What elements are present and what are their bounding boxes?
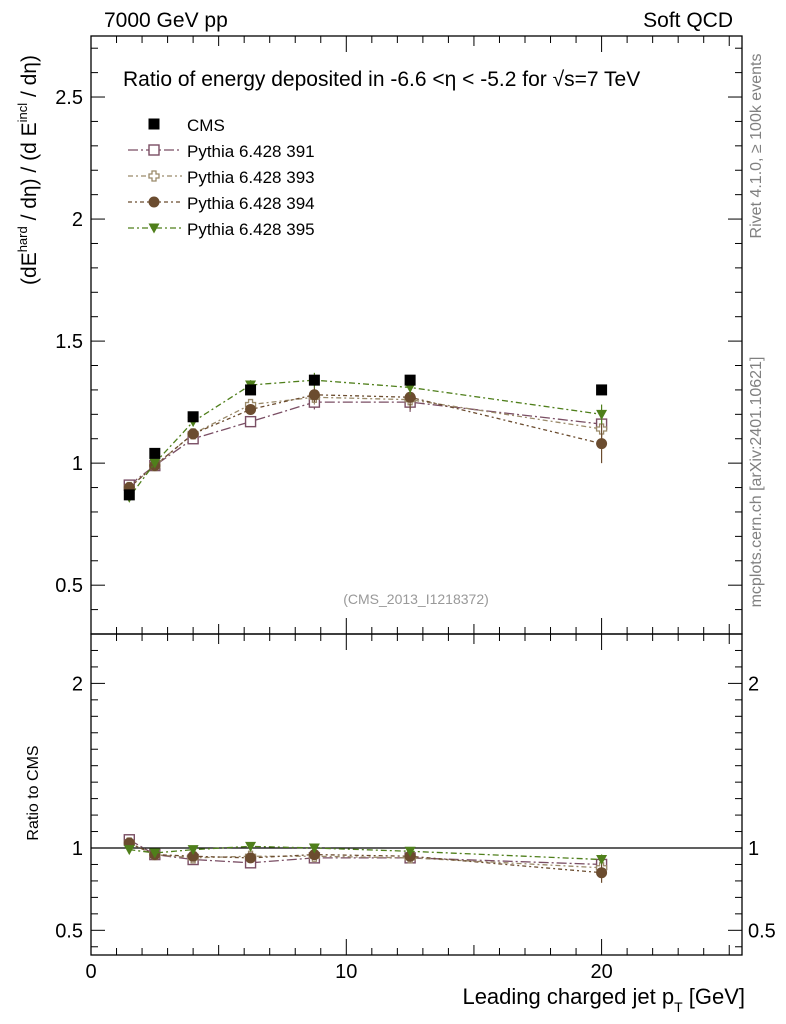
data-point	[244, 415, 257, 428]
series-line-3	[128, 379, 602, 498]
legend-label: Pythia 6.428 395	[187, 220, 315, 239]
data-point	[596, 409, 608, 420]
analysis-watermark: (CMS_2013_I1218372)	[343, 591, 489, 607]
ratio-line-1	[129, 842, 602, 869]
ratio-y-tick-label: 1	[72, 838, 83, 860]
data-point	[245, 403, 257, 415]
ratio-y-tick-label: 2	[72, 673, 83, 695]
legend-marker	[148, 196, 160, 208]
ratio-point	[149, 848, 161, 859]
data-point	[596, 438, 608, 450]
cms-data-point	[123, 489, 135, 501]
y-tick-label: 2.5	[55, 87, 83, 109]
cms-data-point	[596, 384, 608, 396]
legend-marker	[148, 170, 160, 182]
ratio-point	[308, 843, 320, 854]
cms-data-point	[404, 374, 416, 386]
data-point	[149, 458, 161, 469]
legend: CMS Pythia 6.428 391 Pythia 6.428 393 Pythi…	[128, 116, 315, 239]
ratio-line-0	[128, 839, 602, 866]
cms-data-point	[149, 447, 161, 459]
legend-label: Pythia 6.428 391	[187, 142, 315, 161]
ratio-y-tick-label-right: 0.5	[748, 920, 776, 942]
series-layer	[123, 372, 608, 883]
y-tick-label: 1.5	[55, 331, 83, 353]
legend-marker	[148, 223, 160, 234]
series-line-1	[128, 396, 602, 489]
ratio-point	[123, 845, 135, 856]
y-tick-label: 2	[72, 209, 83, 231]
legend-label-cms: CMS	[187, 116, 225, 135]
series-line-0	[128, 401, 602, 486]
x-tick-label: 20	[590, 961, 612, 983]
y-tick-label: 1	[72, 453, 83, 475]
ratio-point	[245, 852, 257, 864]
data-point	[404, 391, 416, 403]
ratio-y-tick-label-right: 1	[748, 838, 759, 860]
chart-title: Ratio of energy deposited in -6.6 <η < -…	[123, 68, 640, 91]
x-tick-label: 0	[85, 961, 96, 983]
data-point	[308, 389, 320, 401]
rivet-version-text: Rivet 4.1.0, ≥ 100k events	[748, 54, 765, 239]
header-left: 7000 GeV pp	[104, 9, 228, 32]
x-axis-label: Leading charged jet pT [GeV]	[462, 984, 745, 1015]
x-tick-label: 10	[335, 961, 357, 983]
cms-data-point	[245, 384, 257, 396]
y-tick-label: 0.5	[55, 575, 83, 597]
ratio-point	[308, 849, 320, 861]
ratio-y-tick-label: 0.5	[55, 920, 83, 942]
ratio-point	[187, 850, 199, 862]
y-axis-label: (dEhard / dη) / (d Eincl / dη)	[15, 55, 41, 285]
legend-label: Pythia 6.428 393	[187, 168, 315, 187]
cms-data-point	[187, 411, 199, 423]
ratio-point	[596, 855, 608, 866]
ratio-point	[245, 841, 257, 852]
series-line-2	[128, 394, 602, 489]
data-point	[187, 428, 199, 440]
ratio-y-tick-label-right: 2	[748, 673, 759, 695]
legend-marker	[148, 144, 160, 156]
ratio-point	[404, 846, 416, 857]
mcplots-source-text: mcplots.cern.ch [arXiv:2401.10621]	[748, 357, 765, 608]
legend-marker-cms	[148, 118, 160, 130]
frames-and-ticks: 0.511.522.50.5 0.51 12 20 10 20	[55, 35, 776, 983]
ratio-point	[596, 867, 608, 879]
ratio-plot-frame	[90, 633, 743, 956]
legend-label: Pythia 6.428 394	[187, 194, 315, 213]
header-right: Soft QCD	[643, 9, 733, 32]
ratio-y-axis-label: Ratio to CMS	[25, 745, 42, 840]
ratio-point	[187, 845, 199, 856]
cms-data-point	[308, 374, 320, 386]
